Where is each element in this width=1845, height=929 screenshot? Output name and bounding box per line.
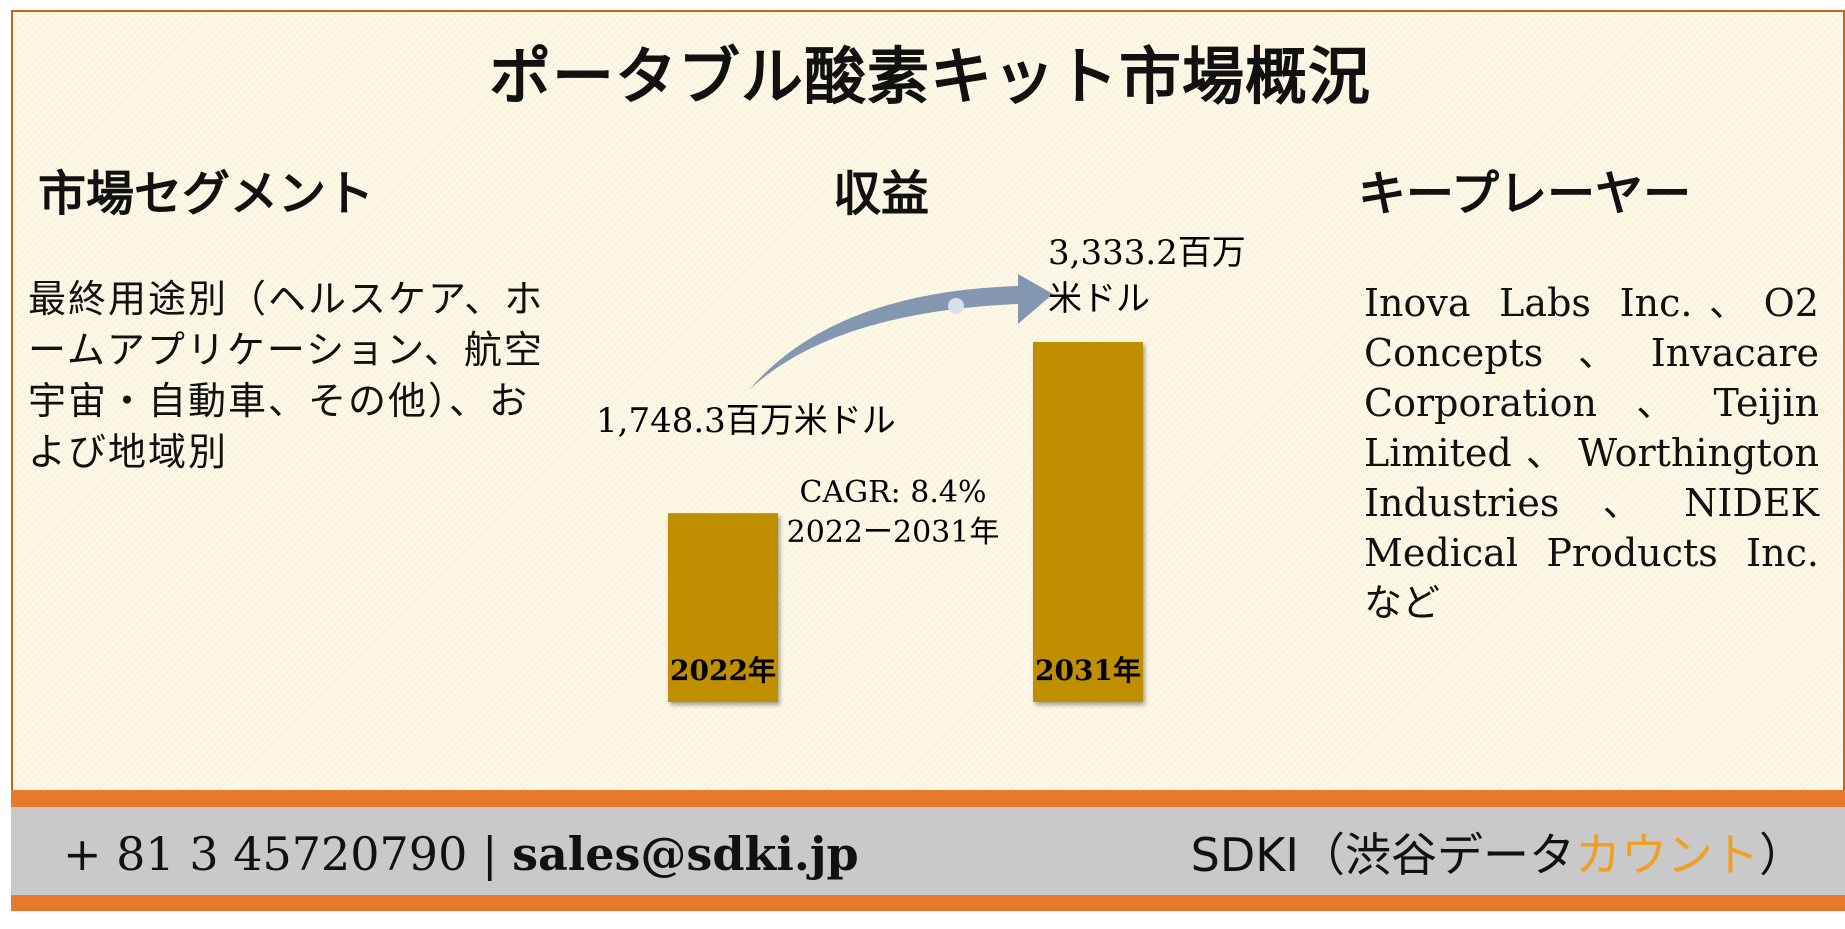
brand-accent: カウント: [1575, 828, 1759, 882]
brand-prefix: SDKI（渋谷データ: [1190, 828, 1575, 882]
contact-info: + 81 3 45720790 | sales@sdki.jp: [63, 827, 859, 881]
brand-suffix: ）: [1759, 828, 1805, 882]
category-label-2031年: 2031年: [1035, 654, 1141, 687]
email-address[interactable]: sales@sdki.jp: [512, 827, 859, 881]
arrow-dot-icon: [948, 298, 964, 314]
brand-name: SDKI（渋谷データカウント）: [1191, 819, 1805, 885]
revenue-chart: 2022年 2031年 1,748.3百万米ドル 3,333.2百万 米ドル CA…: [596, 233, 1246, 702]
page-title: ポータブル酸素キット市場概況: [488, 40, 1371, 113]
value-label-2022: 1,748.3百万米ドル: [596, 401, 896, 441]
separator: |: [481, 827, 498, 881]
phone-number: + 81 3 45720790: [63, 827, 468, 881]
footer: + 81 3 45720790 | sales@sdki.jp SDKI（渋谷デ…: [11, 807, 1845, 895]
key-players-list: Inova Labs Inc.、O2 Concepts、Invacare Cor…: [1364, 281, 1819, 625]
footer-bottom-stripe: [11, 895, 1845, 911]
category-label-2022年: 2022年: [670, 654, 776, 687]
cagr-label: CAGR: 8.4%: [799, 475, 986, 510]
revenue-heading: 収益: [833, 166, 930, 222]
segment-heading: 市場セグメント: [38, 166, 375, 222]
bar-2031年: [1033, 342, 1143, 702]
bar-2022年: [668, 513, 778, 702]
growth-arrow: [749, 274, 1053, 390]
infographic-panel: ポータブル酸素キット市場概況 市場セグメント 収益 キープレーヤー 最終用途別（…: [11, 10, 1845, 790]
cagr-period-label: 2022ー2031年: [787, 515, 1000, 550]
players-heading: キープレーヤー: [1358, 166, 1692, 222]
segment-description: 最終用途別（ヘルスケア、ホームアプリケーション、航空宇宙・自動車、その他）、およ…: [28, 277, 545, 474]
footer-top-stripe: [11, 790, 1845, 807]
value-label-2031-line2: 米ドル: [1048, 279, 1150, 319]
value-label-2031-line1: 3,333.2百万: [1048, 233, 1246, 273]
